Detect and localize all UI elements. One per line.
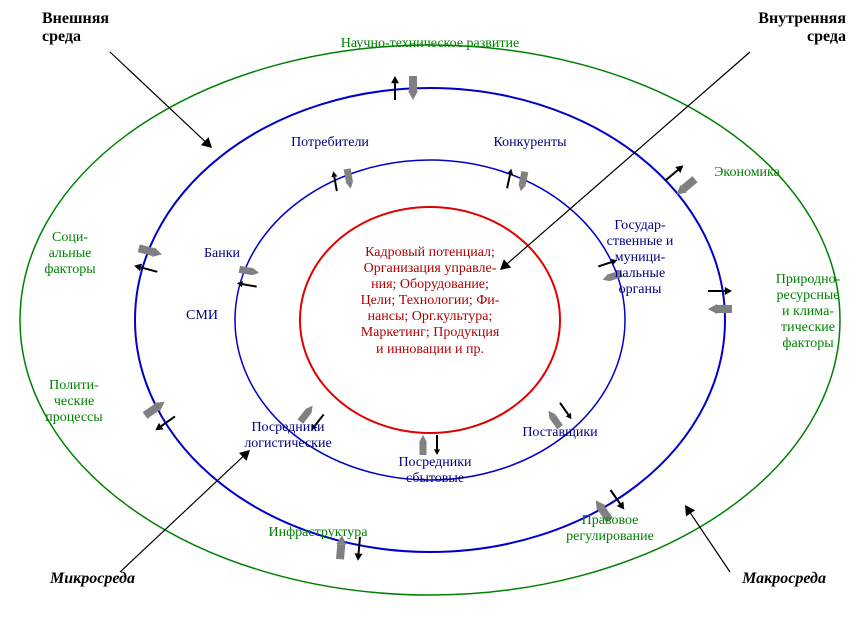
arrow <box>110 52 212 148</box>
outer-label: Соци- альные факторы <box>20 230 120 278</box>
outer-label: Научно-техническое развитие <box>280 36 580 52</box>
arrow <box>685 505 730 572</box>
heading-external: Внешняя среда <box>42 10 162 47</box>
mid-label: Поставщики <box>500 425 620 441</box>
arrow <box>120 450 250 572</box>
mid-label: СМИ <box>172 308 232 324</box>
heading-micro: Микросреда <box>50 570 190 588</box>
heading-internal: Внутренняя среда <box>706 10 846 47</box>
arrow <box>610 490 624 510</box>
mid-label: Государ- ственные и муници- пальные орга… <box>580 218 700 298</box>
outer-label: Природно- ресурсные и клима- тические фа… <box>758 272 858 352</box>
arrow <box>677 179 695 194</box>
outer-label: Инфраструктура <box>238 525 398 541</box>
outer-label: Правовое регулирование <box>540 513 680 545</box>
arrow <box>560 403 571 419</box>
mid-label: Конкуренты <box>470 135 590 151</box>
arrow <box>665 165 683 180</box>
arrow <box>134 264 157 272</box>
mid-label: Посредники сбытовые <box>375 455 495 487</box>
mid-label: Посредники логистические <box>218 420 358 452</box>
arrow <box>419 435 427 455</box>
arrow <box>518 172 526 192</box>
arrow <box>434 435 440 455</box>
arrow <box>145 402 165 416</box>
arrow <box>507 169 513 189</box>
arrow <box>139 247 162 257</box>
mid-label: Потребители <box>270 135 390 151</box>
heading-macro: Макросреда <box>686 570 826 588</box>
arrow <box>708 287 732 295</box>
mid-label: Банки <box>182 246 262 262</box>
arrow <box>408 76 418 100</box>
arrow <box>391 76 399 100</box>
outer-label: Полити- ческие процессы <box>24 378 124 426</box>
outer-label: Экономика <box>692 165 802 181</box>
core-text: Кадровый потенциал; Организация управле-… <box>330 245 530 358</box>
arrow <box>155 416 175 430</box>
arrow <box>708 304 732 314</box>
arrow <box>346 169 354 189</box>
